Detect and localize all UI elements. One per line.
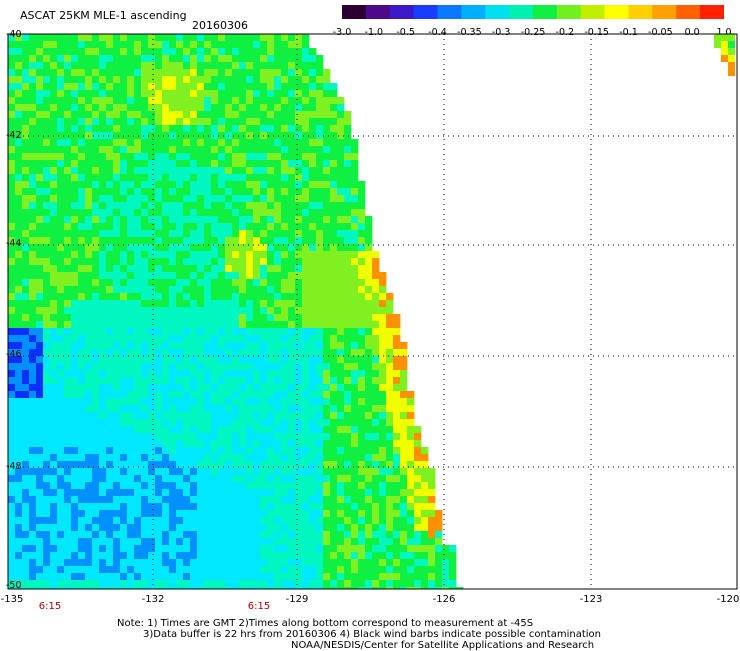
colorbar-tick-label: -0.4 xyxy=(428,27,447,38)
lat-label-40: -40 xyxy=(6,29,22,40)
note-line-1: Note: 1) Times are GMT 2)Times along bot… xyxy=(117,618,534,629)
right-edge-data xyxy=(714,34,735,76)
lon-label-129: -129 xyxy=(285,594,309,605)
colorbar-tick-label: -3.0 xyxy=(332,27,352,38)
time-label-1: 6:15 xyxy=(38,601,62,612)
lon-label-126: -126 xyxy=(432,594,456,605)
time-label-2: 6:15 xyxy=(247,601,271,612)
product-title: ASCAT 25KM MLE-1 ascending xyxy=(20,9,187,22)
lon-label-132: -132 xyxy=(141,594,165,605)
colorbar-segment xyxy=(533,5,558,19)
product-date: 20160306 xyxy=(192,19,248,32)
colorbar-segment xyxy=(509,5,534,19)
colorbar-segment xyxy=(342,5,367,19)
colorbar-segment xyxy=(580,5,606,19)
lon-label-135: -135 xyxy=(0,594,24,605)
colorbar-tick-label: -0.5 xyxy=(396,27,415,38)
lat-label-50: -50 xyxy=(6,580,22,591)
colorbar-tick-label: -0.3 xyxy=(491,27,511,38)
lat-label-42: -42 xyxy=(6,130,22,141)
note-line-3: NOAA/NESDIS/Center for Satellite Applica… xyxy=(291,640,595,651)
colorbar-segment xyxy=(365,5,391,19)
colorbar-tick-label: 0.0 xyxy=(684,27,700,38)
colorbar-segment xyxy=(700,5,724,19)
data-cells xyxy=(8,34,464,589)
colorbar xyxy=(342,5,724,19)
lat-label-46: -46 xyxy=(6,349,22,360)
colorbar-tick-label: -0.25 xyxy=(520,27,546,38)
colorbar-segment xyxy=(413,5,438,19)
colorbar-segment xyxy=(604,5,629,19)
colorbar-tick-label: -0.2 xyxy=(555,27,575,38)
colorbar-segment xyxy=(485,5,510,19)
colorbar-segment xyxy=(652,5,677,19)
colorbar-tick-label: -0.05 xyxy=(648,27,673,38)
colorbar-segment xyxy=(389,5,415,19)
colorbar-tick-label: -0.35 xyxy=(457,27,482,38)
colorbar-segment xyxy=(556,5,582,19)
colorbar-tick-label: -0.15 xyxy=(584,27,609,38)
lat-label-48: -48 xyxy=(6,461,22,472)
lon-label-120: -120 xyxy=(716,594,740,605)
colorbar-tick-label: 1.0 xyxy=(716,27,732,38)
note-line-2: 3)Data buffer is 22 hrs from 20160306 4)… xyxy=(143,629,601,640)
colorbar-segment xyxy=(461,5,486,19)
map-frame xyxy=(7,33,738,590)
colorbar-segment xyxy=(437,5,462,19)
lon-label-123: -123 xyxy=(579,594,603,605)
colorbar-segment xyxy=(676,5,701,19)
lat-label-44: -44 xyxy=(6,238,22,249)
colorbar-tick-label: -1.0 xyxy=(364,27,384,38)
colorbar-segment xyxy=(628,5,653,19)
colorbar-tick-label: -0.1 xyxy=(619,27,638,38)
